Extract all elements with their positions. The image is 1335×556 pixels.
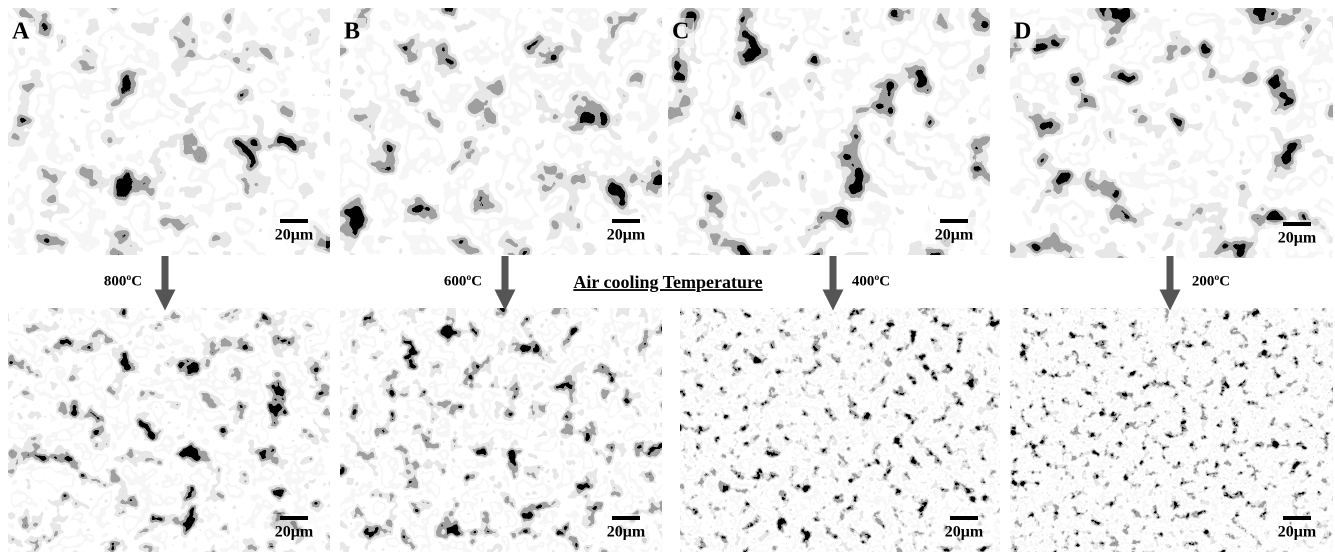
figure: Air cooling Temperature A 20μm 20μm 800ºC B 2… — [0, 0, 1335, 556]
scale-label: 20μm — [945, 524, 984, 541]
scale-label: 20μm — [607, 524, 646, 541]
scale-bar — [940, 219, 968, 223]
scale-bar — [1283, 516, 1311, 520]
scale-bar — [1283, 222, 1311, 226]
scale-label: 20μm — [275, 227, 314, 244]
temperature: 200ºC — [1192, 273, 1230, 289]
temperature: 600ºC — [444, 273, 482, 289]
panel-letter: A — [12, 19, 30, 45]
scale-label: 20μm — [1278, 230, 1317, 247]
panel-letter: D — [1014, 19, 1031, 45]
scale-label: 20μm — [935, 227, 974, 244]
center-label: Air cooling Temperature — [573, 272, 762, 292]
temperature: 800ºC — [104, 273, 142, 289]
scale-bar — [612, 219, 640, 223]
page: {"panels": [ {"label": "A", "top_scale":… — [0, 0, 1335, 556]
temperature: 400ºC — [852, 273, 890, 289]
scale-label: 20μm — [1278, 524, 1317, 541]
panel-letter: C — [672, 19, 689, 45]
panel-letter: B — [344, 19, 360, 45]
scale-bar — [280, 516, 308, 520]
scale-bar — [950, 516, 978, 520]
scale-label: 20μm — [607, 227, 646, 244]
scale-bar — [612, 516, 640, 520]
scale-label: 20μm — [275, 524, 314, 541]
scale-bar — [280, 219, 308, 223]
